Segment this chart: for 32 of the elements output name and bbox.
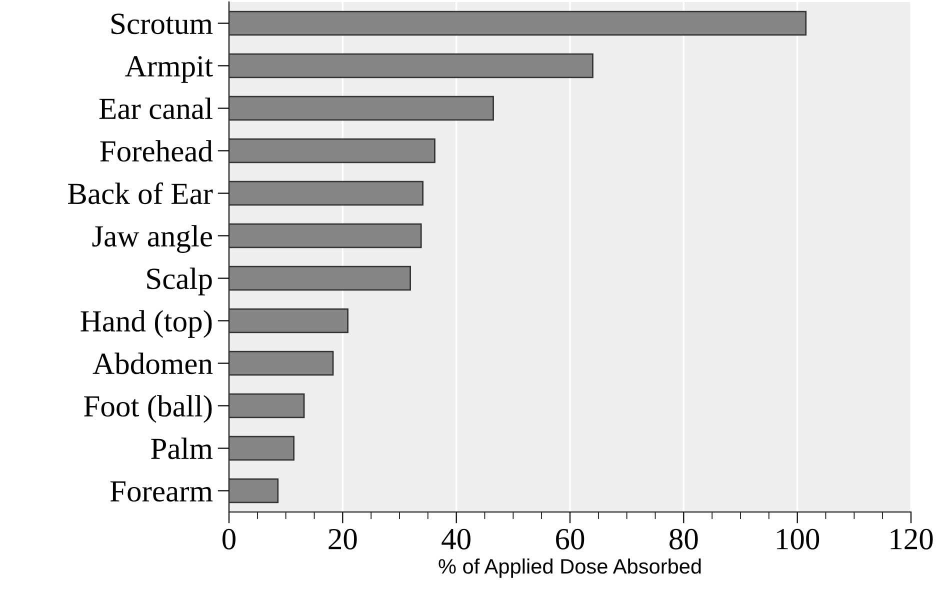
x-tick-label: 20 [328,528,357,550]
y-tick-label: Back of Ear [68,182,213,204]
bar [229,266,411,291]
bar [229,180,424,206]
bar [229,308,348,334]
bar [229,478,279,504]
y-tick-label: Armpit [125,56,213,83]
x-tick-label: 0 [222,528,236,550]
x-tick-label: 120 [890,528,933,550]
y-tick-label: Forehead [100,140,213,162]
x-tick-label: 100 [777,528,820,550]
x-tick-label: 40 [442,528,470,550]
y-tick-label: Ear canal [99,98,212,120]
x-tick-label: 60 [556,528,584,550]
bar [229,393,305,418]
y-tick-label: Foot (ball) [84,395,212,423]
y-tick-label: Jaw angle [92,225,212,253]
y-tick-label: Forearm [110,481,213,502]
bar [229,436,294,461]
y-tick-label: Scalp [147,268,212,296]
bar [229,53,594,78]
x-tick-label: 80 [670,528,698,550]
bar [229,96,494,121]
bar [229,138,436,164]
bar [229,223,422,248]
y-tick-label: Scrotum [112,14,213,34]
y-tick-label: Abdomen [92,352,213,374]
bar [229,350,334,376]
x-axis-title: % of Applied Dose Absorbed [438,558,701,578]
bar [229,10,807,36]
y-tick-label: Palm [151,438,213,460]
y-tick-label: Hand (top) [80,310,212,338]
